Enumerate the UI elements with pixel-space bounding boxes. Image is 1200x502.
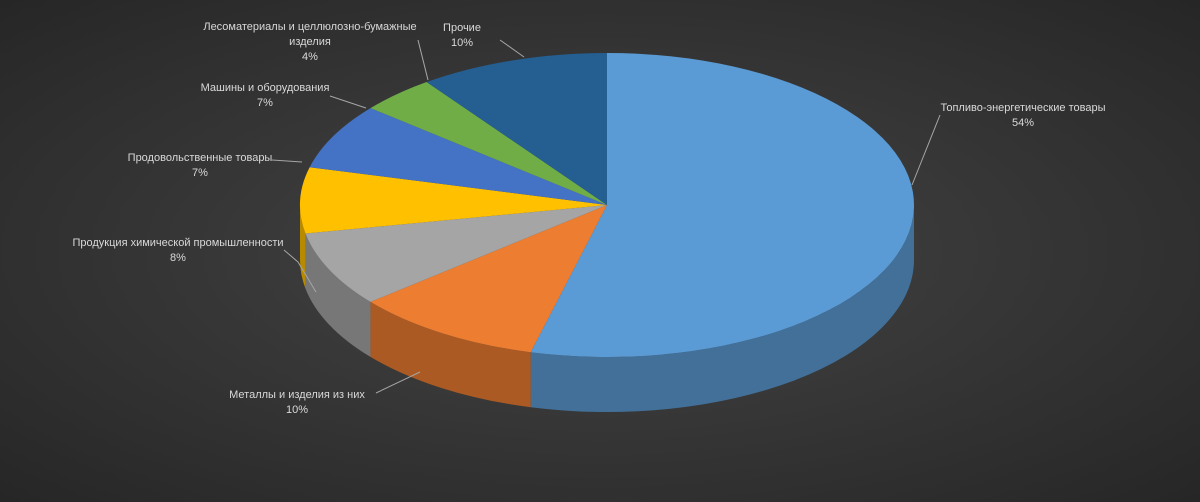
value-label: 8% [170, 252, 186, 264]
category-label: Продовольственные товары [127, 152, 273, 164]
data-label: Топливо-энергетические товары 54% [941, 101, 1106, 131]
value-label: 10% [285, 404, 309, 416]
category-label: Металлы и изделия из них [229, 389, 365, 401]
pie-slice [305, 205, 607, 302]
leader-line [911, 114, 941, 186]
value-label: 7% [257, 97, 273, 109]
data-label: Прочие 10% [443, 21, 481, 51]
pie-slice [309, 108, 607, 205]
leader-line [375, 371, 421, 394]
category-label: Топливо-энергетические товары [940, 102, 1106, 114]
pie-slice [370, 82, 607, 205]
category-label: Машины и оборудования [200, 82, 330, 94]
pie-slice-side [305, 233, 371, 357]
pie-slice [300, 167, 607, 234]
pie-slice [370, 205, 607, 353]
pie-slice [530, 53, 914, 357]
pie-slice-side [370, 301, 531, 408]
category-label: Продукция химической промышленности [72, 237, 284, 249]
leader-line [499, 39, 525, 58]
category-label: Лесоматериалы и целлюлозно-бумажные изде… [203, 21, 417, 48]
data-label: Продукция химической промышленности 8% [72, 236, 283, 266]
data-label: Металлы и изделия из них 10% [229, 388, 365, 418]
data-label: Машины и оборудования 7% [201, 81, 330, 111]
value-label: 10% [450, 37, 474, 49]
pie-tops [300, 53, 914, 357]
pie-slice [426, 53, 607, 205]
value-label: 4% [302, 51, 318, 63]
leader-line [329, 95, 367, 109]
data-label: Лесоматериалы и целлюлозно-бумажные изде… [200, 20, 420, 65]
pie-slice-side [530, 205, 914, 412]
leader-line [417, 39, 429, 81]
category-label: Прочие [443, 22, 481, 34]
leader-line [271, 159, 303, 163]
leader-line [283, 249, 317, 293]
pie-sides [300, 205, 914, 412]
data-label: Продовольственные товары 7% [128, 151, 273, 181]
value-label: 7% [192, 167, 208, 179]
leader-lines [271, 39, 941, 394]
value-label: 54% [1011, 117, 1035, 129]
